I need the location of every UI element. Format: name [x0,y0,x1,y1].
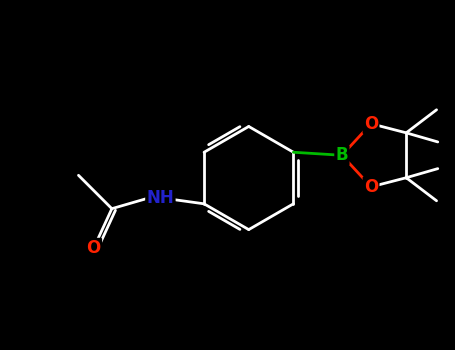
Text: O: O [86,239,101,257]
Text: B: B [336,146,348,164]
Text: O: O [364,115,378,133]
Text: O: O [364,178,378,196]
Text: NH: NH [147,189,174,207]
